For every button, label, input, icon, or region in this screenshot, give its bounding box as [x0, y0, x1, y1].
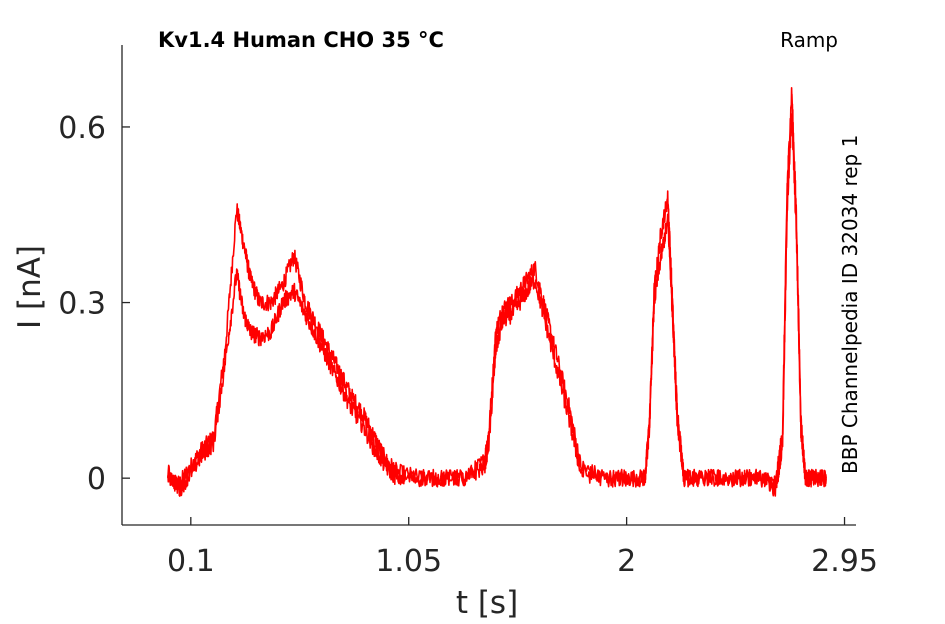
axes: 0.1 1.05 2 2.95 0 0.3 0.6 [58, 45, 878, 579]
series-line-1 [167, 87, 827, 491]
x-tick-label: 2 [617, 544, 636, 579]
plot-lines [167, 87, 827, 497]
side-label: BBP Channelpedia ID 32034 rep 1 [838, 135, 862, 474]
y-tick-label: 0.6 [58, 111, 106, 146]
y-tick-label: 0.3 [58, 287, 106, 322]
chart-title: Kv1.4 Human CHO 35 °C [158, 28, 444, 52]
series-line-2 [167, 113, 827, 497]
x-tick-label: 2.95 [811, 544, 878, 579]
protocol-label: Ramp [780, 28, 838, 52]
y-tick-label: 0 [87, 462, 106, 497]
y-axis-label: I [nA] [12, 245, 48, 329]
x-tick-label: 1.05 [375, 544, 442, 579]
x-tick-label: 0.1 [167, 544, 215, 579]
x-axis-label: t [s] [456, 585, 518, 621]
